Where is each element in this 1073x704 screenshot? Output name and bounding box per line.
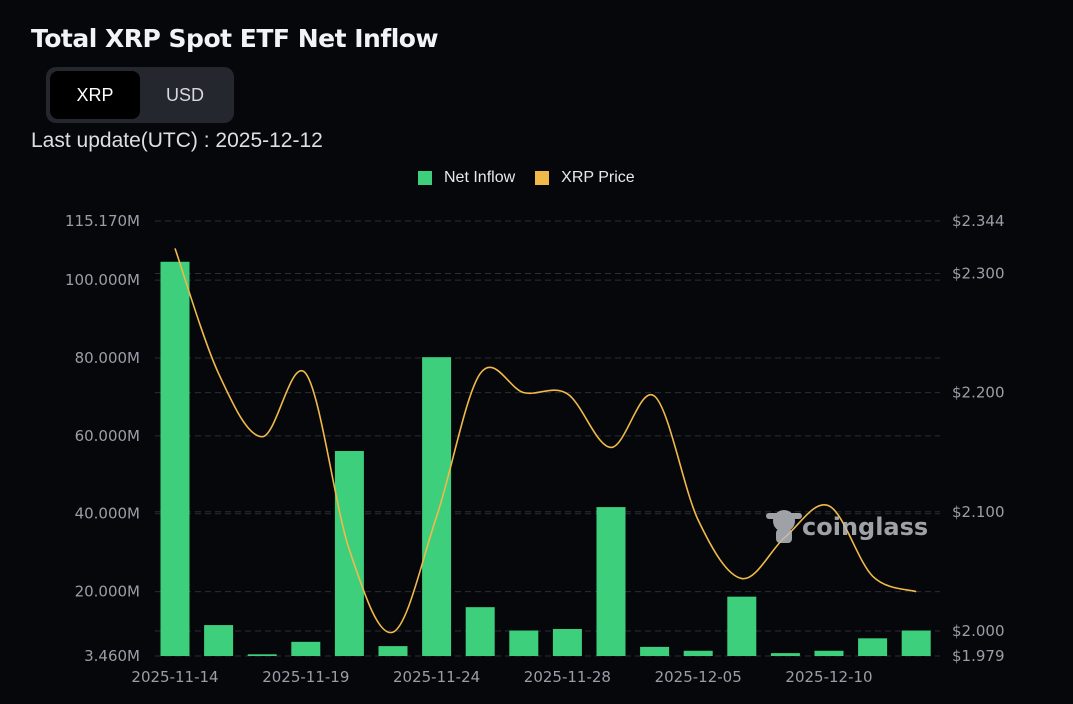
x-tick-label: 2025-12-05 bbox=[655, 668, 742, 686]
bar-net-inflow bbox=[640, 646, 670, 656]
legend-swatch-xrp-price bbox=[535, 171, 550, 185]
x-tick-label: 2025-11-19 bbox=[262, 668, 349, 686]
y-left-tick-label: 60.000M bbox=[75, 427, 140, 445]
y-left-tick-label: 100.000M bbox=[65, 271, 140, 289]
bar-net-inflow bbox=[204, 625, 234, 656]
y-left-tick-label: 3.460M bbox=[84, 647, 140, 665]
legend-label: XRP Price bbox=[561, 169, 635, 186]
bar-net-inflow bbox=[596, 507, 626, 656]
legend-label: Net Inflow bbox=[444, 169, 516, 186]
bar-net-inflow bbox=[770, 653, 800, 656]
line-xrp-price bbox=[174, 248, 917, 634]
y-left-tick-label: 40.000M bbox=[75, 505, 140, 523]
toggle-usd-button[interactable]: USD bbox=[165, 84, 204, 105]
y-right-tick-label: $2.100 bbox=[952, 503, 1005, 521]
bar-net-inflow bbox=[422, 357, 452, 656]
bar-net-inflow bbox=[160, 261, 190, 656]
y-left-tick-label: 20.000M bbox=[75, 583, 140, 601]
y-right-tick-label: $2.300 bbox=[952, 264, 1005, 282]
x-tick-label: 2025-12-10 bbox=[785, 668, 872, 686]
legend-xrp-price[interactable]: XRP Price bbox=[535, 169, 635, 187]
coinglass-logo-icon bbox=[766, 510, 802, 543]
page-title: Total XRP Spot ETF Net Inflow bbox=[31, 24, 439, 53]
y-right-tick-label: $2.344 bbox=[952, 212, 1005, 230]
bar-net-inflow bbox=[509, 630, 539, 656]
chart-legend: Net Inflow XRP Price bbox=[418, 169, 655, 187]
x-tick-label: 2025-11-14 bbox=[131, 668, 218, 686]
y-left-tick-label: 115.170M bbox=[65, 212, 140, 230]
legend-net-inflow[interactable]: Net Inflow bbox=[418, 169, 515, 187]
x-tick-label: 2025-11-28 bbox=[524, 668, 611, 686]
y-right-tick-label: $1.979 bbox=[952, 647, 1005, 665]
bar-net-inflow bbox=[814, 650, 844, 656]
bar-net-inflow bbox=[247, 654, 277, 656]
x-tick-label: 2025-11-24 bbox=[393, 668, 480, 686]
bar-net-inflow bbox=[858, 638, 888, 656]
y-right-tick-label: $2.000 bbox=[952, 622, 1005, 640]
bar-net-inflow bbox=[552, 628, 582, 656]
bar-net-inflow bbox=[378, 646, 408, 656]
bar-net-inflow bbox=[901, 630, 931, 656]
watermark-text: coinglass bbox=[802, 513, 929, 541]
bar-net-inflow bbox=[465, 607, 495, 656]
y-left-tick-label: 80.000M bbox=[75, 349, 140, 367]
last-update: Last update(UTC) : 2025-12-12 bbox=[31, 129, 323, 152]
bar-net-inflow bbox=[334, 451, 364, 656]
bar-net-inflow bbox=[727, 596, 757, 656]
bar-net-inflow bbox=[291, 641, 321, 656]
watermark: coinglass bbox=[766, 507, 928, 547]
y-right-tick-label: $2.200 bbox=[952, 384, 1005, 402]
bar-net-inflow bbox=[683, 650, 713, 656]
unit-toggle: XRP USD bbox=[46, 67, 234, 123]
toggle-xrp-button[interactable]: XRP bbox=[50, 71, 140, 119]
legend-swatch-net-inflow bbox=[418, 171, 432, 185]
